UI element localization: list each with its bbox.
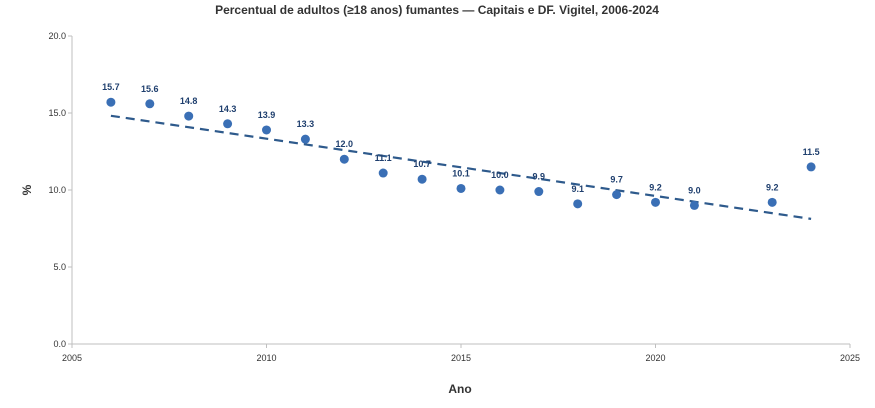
axes: 2005 2010 2015 2020 2025 0.0 5.0 10.0 15.0 20.0 xyxy=(48,31,860,363)
data-point xyxy=(495,185,505,195)
data-label: 13.3 xyxy=(297,119,315,129)
data-label: 11.5 xyxy=(803,147,820,157)
data-point xyxy=(223,119,233,129)
data-label: 9.0 xyxy=(688,185,701,195)
x-tick-label: 2010 xyxy=(256,353,276,363)
data-point xyxy=(262,125,271,135)
data-label: 10.7 xyxy=(413,159,431,169)
x-tick-label: 2020 xyxy=(645,353,665,363)
y-tick-label: 5.0 xyxy=(53,262,66,272)
data-label: 9.1 xyxy=(571,184,584,194)
data-label: 9.7 xyxy=(610,175,623,185)
data-label: 9.2 xyxy=(766,182,779,192)
data-label: 15.6 xyxy=(141,84,159,94)
y-axis-title: % xyxy=(20,184,34,195)
data-point xyxy=(767,197,777,207)
x-tick-label: 2005 xyxy=(62,353,82,363)
y-tick-label: 10.0 xyxy=(48,185,66,195)
data-point xyxy=(534,187,544,197)
data-label: 9.9 xyxy=(533,172,546,182)
data-label: 10.1 xyxy=(452,168,470,178)
data-point xyxy=(456,183,466,193)
y-tick-label: 20.0 xyxy=(48,31,66,41)
data-point xyxy=(573,199,583,209)
data-label: 15.7 xyxy=(102,82,120,92)
data-point xyxy=(612,190,622,200)
data-label: 11.1 xyxy=(375,153,392,163)
data-label: 14.8 xyxy=(180,96,198,106)
data-point xyxy=(417,174,427,184)
data-points xyxy=(106,97,816,210)
x-axis-title: Ano xyxy=(448,382,471,396)
data-label: 9.2 xyxy=(649,182,662,192)
data-point xyxy=(689,200,699,210)
data-point xyxy=(339,154,349,164)
data-point xyxy=(106,97,116,107)
data-labels: 15.7 15.6 14.8 14.3 13.9 13.3 12.0 11.1 10.7 10.1… xyxy=(102,82,819,195)
x-tick-label: 2015 xyxy=(451,353,471,363)
trendline xyxy=(110,114,812,220)
y-tick-label: 0.0 xyxy=(53,339,66,349)
data-point xyxy=(806,162,816,172)
trendline-line xyxy=(110,114,812,220)
data-point xyxy=(651,197,660,207)
data-point xyxy=(300,134,310,144)
chart-title: Percentual de adultos (≥18 anos) fumante… xyxy=(215,3,659,17)
data-label: 14.3 xyxy=(219,104,237,114)
x-tick-label: 2025 xyxy=(840,353,860,363)
data-label: 13.9 xyxy=(258,110,276,120)
data-point xyxy=(184,111,194,121)
data-label: 10.0 xyxy=(491,170,509,180)
data-label: 12.0 xyxy=(336,139,354,149)
y-tick-label: 15.0 xyxy=(48,108,66,118)
data-point xyxy=(145,99,155,109)
data-point xyxy=(378,168,388,178)
